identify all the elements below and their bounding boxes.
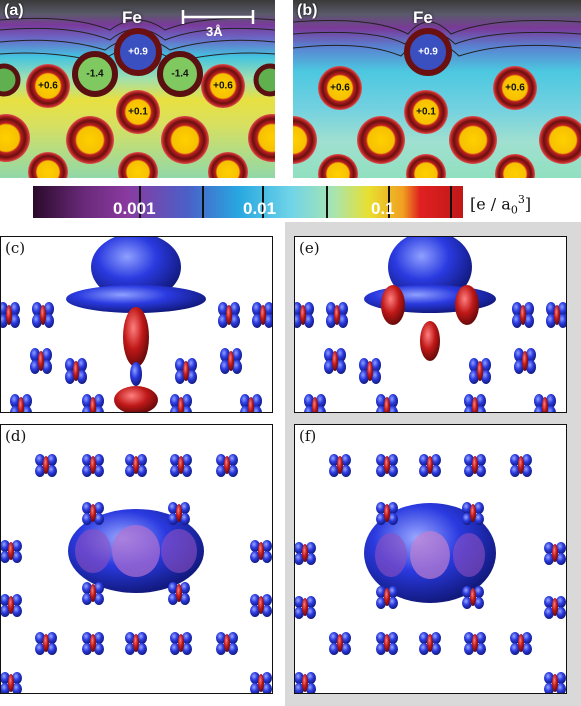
panel-b: (b) Fe +0.9 +0.6 +0.6 +0.1 <box>293 0 581 178</box>
panel-f-isosurface <box>294 454 566 695</box>
panel-d-label: (d) <box>5 427 27 445</box>
panel-b-element-label: Fe <box>413 8 433 27</box>
colorbar-tick: 0.01 <box>243 199 277 218</box>
panel-e: (e) <box>292 231 568 420</box>
colorbar-tick: 0.1 <box>371 199 395 218</box>
panel-d-isosurface <box>0 454 272 695</box>
panel-e-label: (e) <box>299 239 320 257</box>
colorbar <box>33 186 463 218</box>
charge-label: +0.9 <box>128 46 148 58</box>
panel-b-label: (b) <box>297 2 318 19</box>
charge-label: +0.9 <box>418 46 438 58</box>
panel-c: (c) <box>0 233 274 420</box>
colorbar-tick: 0.001 <box>113 199 156 218</box>
charge-label: +0.1 <box>128 106 148 118</box>
charge-label: -1.4 <box>86 68 104 80</box>
panel-f: (f) <box>294 424 567 695</box>
charge-label: +0.1 <box>416 106 436 118</box>
charge-label: +0.6 <box>213 80 233 92</box>
colorbar-unit: [e / a03] <box>470 193 532 217</box>
panel-e-isosurface <box>292 231 568 420</box>
charge-label: +0.6 <box>38 80 58 92</box>
panel-b-contour-map <box>293 0 581 178</box>
panel-d: (d) <box>0 424 273 695</box>
panel-a-element-label: Fe <box>122 8 142 27</box>
colorbar-gradient <box>33 186 463 218</box>
panel-c-label: (c) <box>5 239 26 257</box>
charge-label: +0.6 <box>330 82 350 94</box>
panel-f-label: (f) <box>299 427 317 445</box>
charge-label: -1.4 <box>171 68 189 80</box>
panel-a-label: (a) <box>4 2 24 19</box>
scale-bar-label: 3Å <box>206 24 223 39</box>
panel-c-isosurface <box>0 233 274 420</box>
charge-label: +0.6 <box>505 82 525 94</box>
panel-a: (a) Fe 3Å +0.9 +0.6 -1.4 -1.4 +0.6 +0.1 <box>0 0 275 178</box>
panel-a-contour-map <box>0 0 275 178</box>
